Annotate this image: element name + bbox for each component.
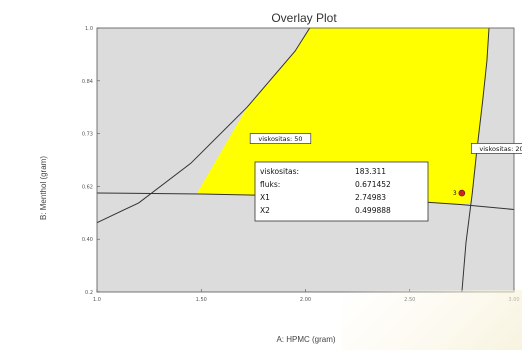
y-tick-label: 0.62 [82,184,93,190]
contour-label: viskositas: 200 [479,145,522,153]
y-tick-label: 0.40 [82,237,93,243]
x-axis-label: A: HPMC (gram) [276,335,335,344]
y-axis-label: B: Menthol (gram) [39,156,48,220]
tooltip-row-value: 0.499888 [355,206,391,215]
x-tick-label: 1.50 [196,297,207,303]
tooltip-row-name: X1 [260,193,270,202]
y-tick-label: 0.2 [85,290,93,296]
design-point-marker[interactable] [458,189,466,197]
contour-label-box [249,133,312,144]
tooltip-row-value: 183.311 [355,167,386,176]
feasible-region [197,28,489,205]
x-tick-label: 2.00 [300,297,311,303]
tooltip-row-name: viskositas: [260,167,299,176]
tooltip-row-name: X2 [260,206,270,215]
y-tick-label: 1.0 [85,26,93,32]
design-point[interactable]: 3 [453,189,466,197]
contour-line-1 [96,27,311,224]
y-axis-ticks: 0.2 0.40 0.62 0.73 0.84 1.0 [82,26,100,296]
design-point-tooltip: viskositas: 183.311 fluks: 0.671452 X1 2.7498… [254,161,429,222]
plot-area [96,27,515,293]
contour-label: viskositas: 50 [258,135,302,143]
tooltip-row-value: 0.671452 [355,180,391,189]
contour-label-box [470,143,522,154]
tooltip-box [254,161,429,222]
design-point-label: 3 [453,190,457,197]
watermark-shade [342,290,522,350]
y-tick-label: 0.73 [82,132,93,138]
x-tick-label: 1.0 [93,297,101,303]
tooltip-row-value: 2.74983 [355,193,386,202]
tooltip-row-name: fluks: [260,180,280,189]
chart-title: Overlay Plot [271,11,337,25]
y-tick-label: 0.84 [82,79,93,85]
